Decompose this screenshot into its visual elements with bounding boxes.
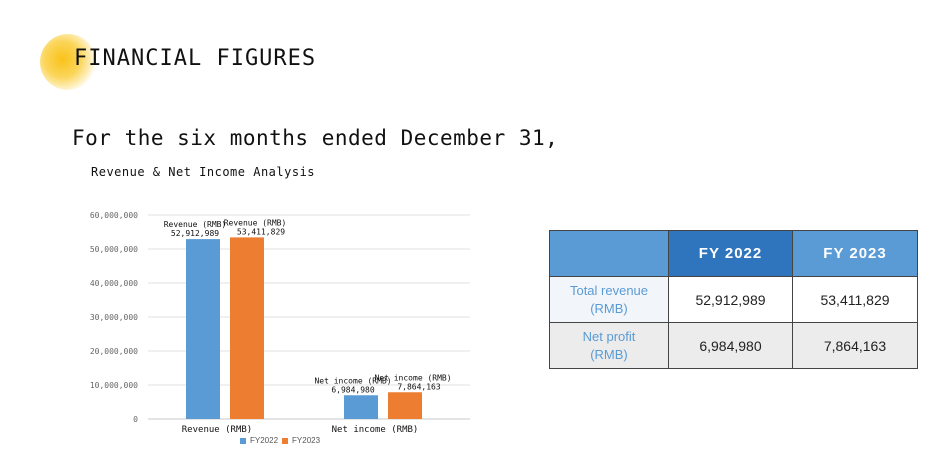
cell-net-profit-fy2022: 6,984,980 <box>668 322 793 369</box>
chart-legend: FY2022 FY2023 <box>240 436 320 445</box>
data-label-value: 52,912,989 <box>171 229 219 238</box>
data-label-value: 6,984,980 <box>331 385 375 394</box>
data-label-value: 53,411,829 <box>237 227 285 236</box>
bar-fy2023-0 <box>230 237 264 419</box>
cell-revenue-fy2022: 52,912,989 <box>668 276 793 323</box>
table-header-fy2022: FY 2022 <box>668 230 793 277</box>
table-row: Total revenue (RMB) 52,912,989 53,411,82… <box>549 276 918 323</box>
cell-net-profit-fy2023: 7,864,163 <box>792 322 918 369</box>
row-label-unit: (RMB) <box>590 346 628 362</box>
page-title: FINANCIAL FIGURES <box>74 46 317 71</box>
bar-fy2023-1 <box>388 392 422 419</box>
y-tick-label: 0 <box>133 415 138 424</box>
x-tick-label: Net income (RMB) <box>332 425 419 435</box>
legend-label-fy2022: FY2022 <box>250 436 279 445</box>
row-label-net-profit: Net profit (RMB) <box>549 322 669 369</box>
y-tick-label: 10,000,000 <box>90 381 138 390</box>
financial-table: FY 2022 FY 2023 Total revenue (RMB) 52,9… <box>549 230 918 369</box>
row-label-line: Net profit <box>582 328 636 344</box>
chart-title: Revenue & Net Income Analysis <box>91 165 316 179</box>
table-header-blank <box>549 230 669 277</box>
table-row: Net profit (RMB) 6,984,980 7,864,163 <box>549 322 918 369</box>
bar-fy2022-0 <box>186 239 220 419</box>
data-label-value: 7,864,163 <box>397 382 441 391</box>
table-header-row: FY 2022 FY 2023 <box>549 230 918 277</box>
y-tick-label: 20,000,000 <box>90 347 138 356</box>
bar-fy2022-1 <box>344 395 378 419</box>
y-tick-label: 50,000,000 <box>90 245 138 254</box>
legend-label-fy2023: FY2023 <box>292 436 321 445</box>
data-label-name: Revenue (RMB) <box>224 218 287 227</box>
legend-swatch-fy2023 <box>282 437 289 444</box>
x-tick-label: Revenue (RMB) <box>182 425 252 435</box>
title-accent-glow <box>40 34 96 90</box>
cell-revenue-fy2023: 53,411,829 <box>792 276 918 323</box>
data-label-name: Net income (RMB) <box>314 376 391 385</box>
legend-swatch-fy2022 <box>240 437 246 444</box>
row-label-revenue: Total revenue (RMB) <box>549 276 669 323</box>
row-label-line: Total revenue <box>569 282 649 298</box>
row-label-unit: (RMB) <box>590 300 628 316</box>
y-tick-label: 40,000,000 <box>90 279 138 288</box>
data-label-name: Net income (RMB) <box>374 373 451 382</box>
table-header-fy2023: FY 2023 <box>792 230 918 277</box>
page-subtitle: For the six months ended December 31, <box>72 126 559 150</box>
y-tick-label: 60,000,000 <box>90 211 138 220</box>
y-tick-label: 30,000,000 <box>90 313 138 322</box>
data-label-name: Revenue (RMB) <box>164 220 227 229</box>
